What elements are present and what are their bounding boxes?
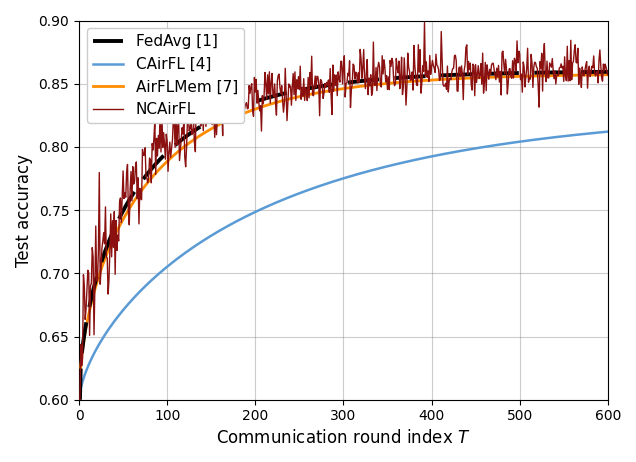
FedAvg [1]	[604, 69, 612, 74]
AirFLMem [7]	[474, 75, 481, 80]
AirFLMem [7]	[170, 153, 177, 158]
CAirFL [4]	[315, 183, 322, 189]
CAirFL [4]	[429, 153, 436, 159]
AirFLMem [7]	[212, 124, 219, 129]
NCAirFL	[387, 64, 395, 69]
NCAirFL	[315, 81, 322, 87]
CAirFL [4]	[212, 230, 219, 236]
Line: FedAvg [1]: FedAvg [1]	[80, 72, 608, 400]
FedAvg [1]	[387, 76, 395, 81]
CAirFL [4]	[604, 129, 612, 134]
Y-axis label: Test accuracy: Test accuracy	[15, 153, 33, 267]
AirFLMem [7]	[429, 77, 436, 83]
FedAvg [1]	[76, 397, 84, 402]
CAirFL [4]	[387, 163, 395, 168]
NCAirFL	[420, 20, 428, 25]
FedAvg [1]	[315, 84, 322, 89]
NCAirFL	[212, 102, 219, 107]
Legend: FedAvg [1], CAirFL [4], AirFLMem [7], NCAirFL: FedAvg [1], CAirFL [4], AirFLMem [7], NC…	[86, 28, 244, 123]
NCAirFL	[429, 63, 437, 68]
AirFLMem [7]	[387, 80, 395, 86]
FedAvg [1]	[212, 115, 219, 121]
AirFLMem [7]	[76, 397, 84, 402]
FedAvg [1]	[474, 71, 481, 77]
X-axis label: Communication round index $T$: Communication round index $T$	[216, 429, 471, 447]
Line: NCAirFL: NCAirFL	[80, 23, 608, 400]
Line: AirFLMem [7]: AirFLMem [7]	[80, 75, 608, 400]
FedAvg [1]	[429, 73, 436, 79]
NCAirFL	[604, 72, 612, 78]
CAirFL [4]	[474, 145, 481, 151]
NCAirFL	[76, 397, 84, 402]
Line: CAirFL [4]: CAirFL [4]	[80, 132, 608, 400]
NCAirFL	[474, 63, 482, 68]
AirFLMem [7]	[604, 72, 612, 78]
CAirFL [4]	[170, 259, 177, 265]
AirFLMem [7]	[315, 90, 322, 96]
FedAvg [1]	[170, 144, 177, 149]
CAirFL [4]	[76, 397, 84, 402]
NCAirFL	[170, 116, 177, 122]
